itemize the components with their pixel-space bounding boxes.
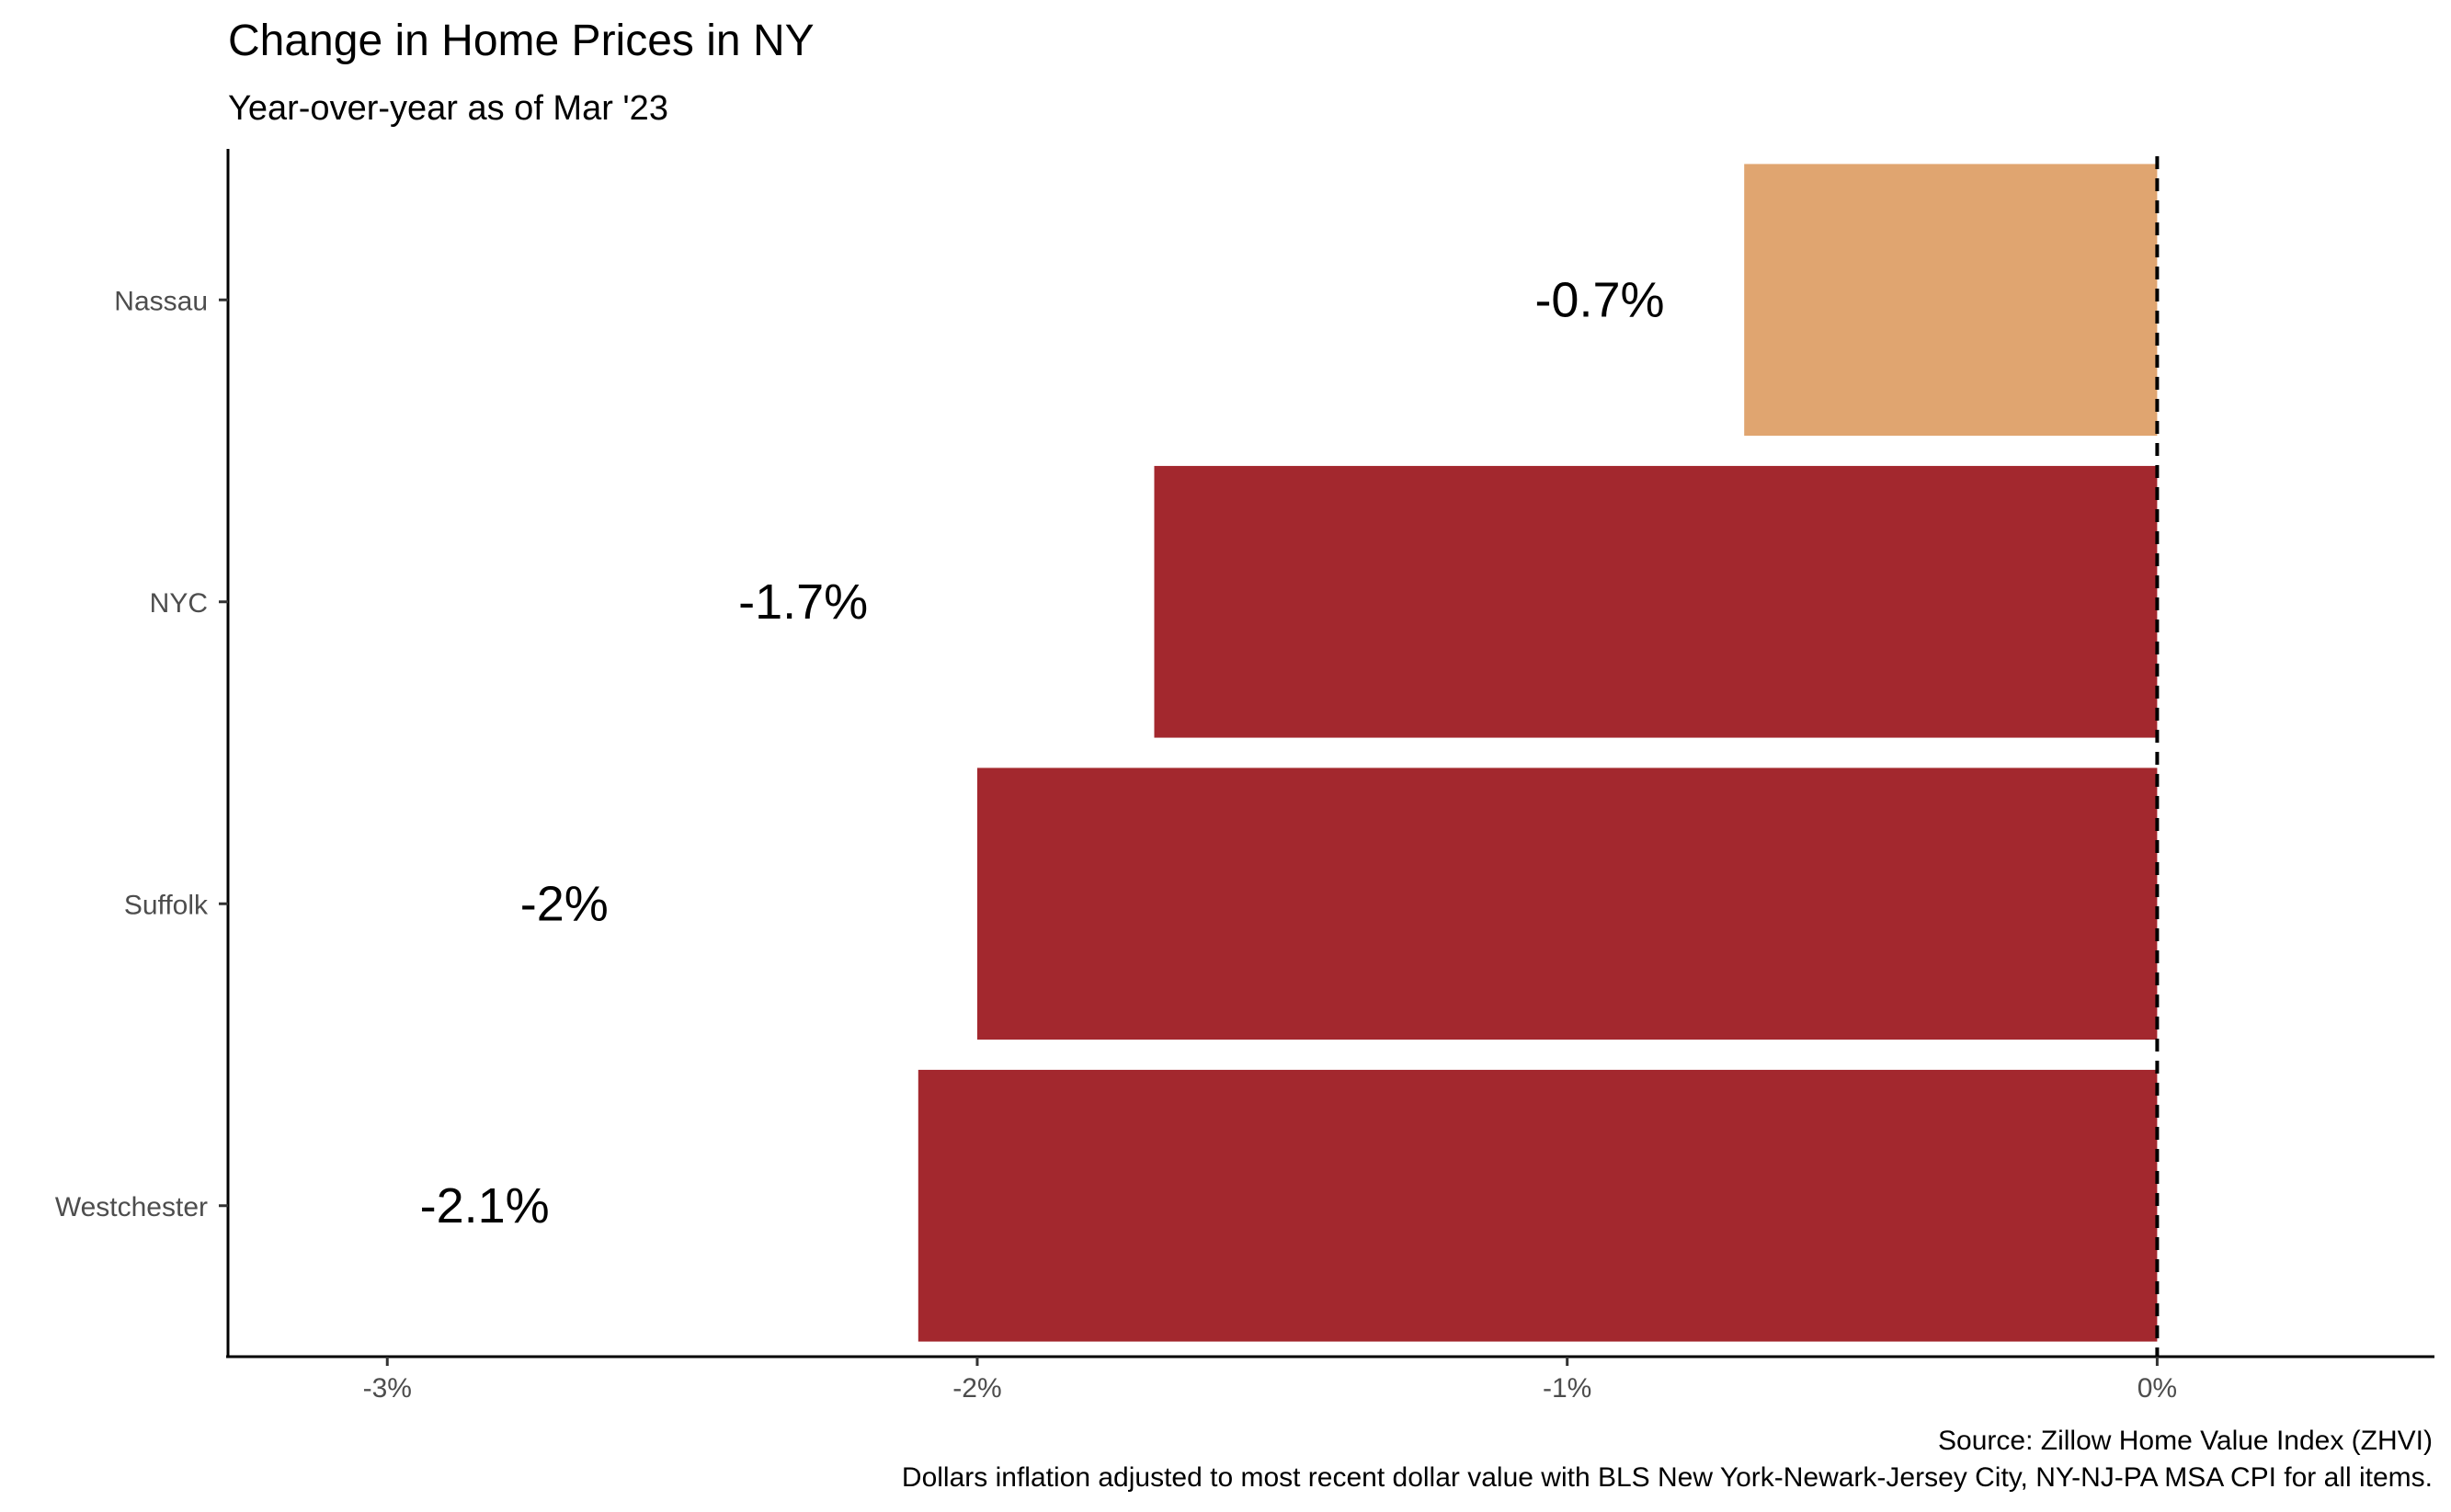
- category-label-nassau: Nassau: [114, 286, 208, 316]
- category-label-westchester: Westchester: [55, 1192, 208, 1222]
- value-label-westchester: -2.1%: [420, 1178, 550, 1233]
- bar-suffolk: [976, 767, 2158, 1040]
- chart-subtitle: Year-over-year as of Mar '23: [228, 89, 668, 128]
- x-tick-label: -1%: [1543, 1373, 1591, 1404]
- value-label-nassau: -0.7%: [1534, 272, 1664, 327]
- x-tick-label: -3%: [363, 1373, 412, 1404]
- bar-westchester: [918, 1069, 2158, 1342]
- category-label-suffolk: Suffolk: [124, 890, 209, 920]
- caption-source: Source: Zillow Home Value Index (ZHVI): [1938, 1426, 2433, 1456]
- category-label-nyc: NYC: [150, 588, 208, 619]
- category-axis: Nassau NYC Suffolk Westchester: [55, 286, 228, 1222]
- bar-nyc: [1154, 465, 2158, 738]
- x-axis: -3% -2% -1% 0%: [363, 1357, 2177, 1404]
- x-tick-label: -2%: [952, 1373, 1001, 1404]
- value-label-suffolk: -2%: [520, 876, 609, 931]
- x-tick-label: 0%: [2138, 1373, 2177, 1404]
- bars-group: [918, 164, 2158, 1342]
- value-label-nyc: -1.7%: [738, 574, 868, 630]
- value-labels-group: -0.7% -1.7% -2% -2.1%: [420, 272, 1665, 1233]
- bar-nassau: [1744, 164, 2158, 437]
- caption-note: Dollars inflation adjusted to most recen…: [902, 1462, 2433, 1493]
- chart-title: Change in Home Prices in NY: [228, 17, 815, 65]
